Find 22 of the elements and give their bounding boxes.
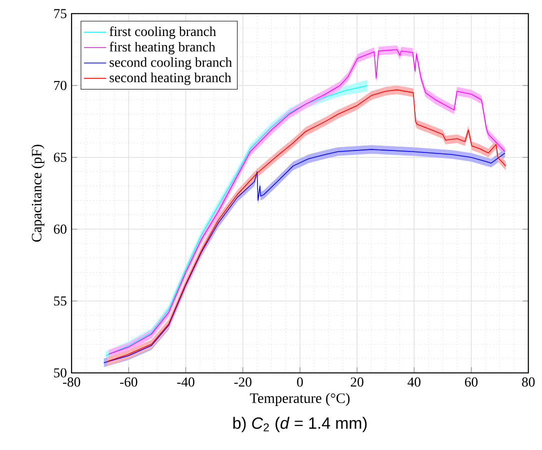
y-tick-label: 50 <box>54 368 66 378</box>
y-tick-label: 70 <box>54 80 66 90</box>
y-tick-label: 75 <box>54 9 66 18</box>
x-tick-label: -60 <box>120 377 138 387</box>
x-tick-label: -40 <box>177 377 194 387</box>
x-tick-label: -80 <box>62 377 80 387</box>
y-tick-label: 65 <box>54 152 66 162</box>
y-axis-title: Capacitance (pF) <box>31 144 44 242</box>
legend-label: second heating branch <box>110 72 232 86</box>
legend-label: second cooling branch <box>110 57 232 70</box>
y-tick-label: 60 <box>54 224 66 234</box>
x-tick-label: -20 <box>234 377 252 387</box>
text: b) C$_{2}$ (d = 1.4 mm) <box>233 416 367 432</box>
x-tick-label: 40 <box>408 377 420 387</box>
x-tick-label: 60 <box>465 377 478 387</box>
x-tick-label: 0 <box>297 377 303 387</box>
y-tick-label: 55 <box>54 296 66 306</box>
x-tick-label: 80 <box>522 377 535 387</box>
x-tick-label: 20 <box>350 377 364 387</box>
legend-label: first heating branch <box>110 42 216 54</box>
x-axis-title: Temperature (°C) <box>250 393 350 406</box>
legend-label: first cooling branch <box>110 26 216 39</box>
